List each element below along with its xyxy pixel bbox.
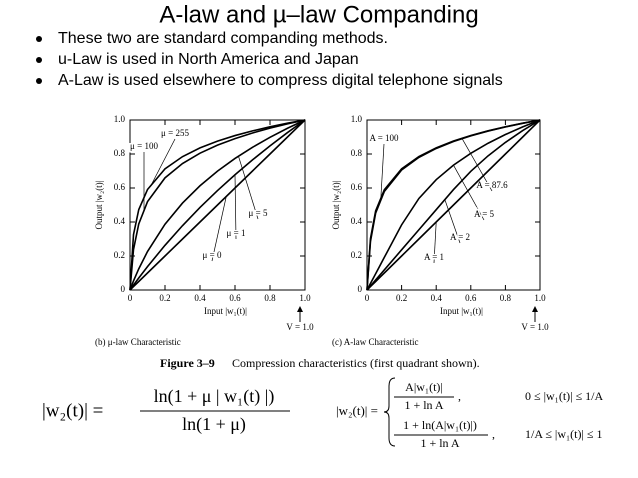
bullet: These two are standard companding method… — [58, 30, 388, 47]
curve — [129, 119, 306, 291]
y-tick-label: 0 — [358, 284, 363, 294]
leader-line — [238, 156, 259, 220]
case-denominator: 1 + ln A — [404, 398, 443, 412]
y-tick-label: 1.0 — [351, 114, 363, 124]
bullet: u-Law is used in North America and Japan — [58, 51, 359, 68]
leader-line — [380, 143, 385, 199]
x-tick-label: 0.4 — [431, 293, 443, 303]
y-tick-label: 0.6 — [114, 182, 126, 192]
figure-caption: Compression characteristics (first quadr… — [232, 356, 480, 370]
x-tick-label: 0.2 — [159, 293, 170, 303]
slide-title: A-law and µ–law Companding — [159, 1, 478, 28]
annotation-arrowhead — [532, 306, 538, 312]
plot-frame — [129, 119, 306, 291]
x-tick-label: 0.2 — [396, 293, 407, 303]
curve-label: A = 100 — [369, 133, 399, 143]
x-tick-label: 0.6 — [229, 293, 241, 303]
y-tick-label: 1.0 — [114, 114, 126, 124]
curve-label: μ = 255 — [161, 128, 189, 138]
case-denominator: 1 + ln A — [420, 436, 459, 450]
case-separator: , — [458, 389, 461, 403]
case-condition: 0 ≤ |w₁(t)| ≤ 1/A — [525, 389, 603, 403]
case-separator: , — [492, 427, 495, 441]
bullet-dot — [36, 36, 42, 42]
chart: 0 0.2 0.4 0.6 0.8 1.0 0 0.2 0.4 0.6 0.8 1.0 Input |w… — [94, 114, 314, 347]
x-tick-label: 0.8 — [264, 293, 276, 303]
curve — [129, 119, 306, 291]
figure-label: Figure 3–9 — [160, 356, 215, 370]
x-tick-label: 0 — [128, 293, 133, 303]
formula-lhs: |w₂(t)| = — [42, 400, 103, 421]
leader-line — [234, 174, 237, 240]
y-tick-label: 0 — [121, 284, 126, 294]
leader-line — [211, 196, 227, 262]
formula-denominator: ln(1 + μ) — [182, 414, 246, 435]
curve — [366, 119, 541, 291]
y-tick-label: 0.8 — [351, 148, 363, 158]
curve-label: μ = 100 — [130, 141, 158, 151]
leader-line — [444, 199, 461, 244]
brace — [383, 377, 396, 447]
case-condition: 1/A ≤ |w₁(t)| ≤ 1 — [525, 427, 603, 441]
y-tick-label: 0.6 — [351, 182, 363, 192]
x-tick-label: 0.6 — [465, 293, 477, 303]
case-numerator: A|w₁(t)| — [405, 380, 443, 394]
formula-lhs: |w₂(t)| = — [336, 403, 378, 418]
x-axis-label: Input |w₁(t)| — [204, 306, 247, 316]
bullet-dot — [36, 57, 42, 63]
curve — [366, 119, 541, 291]
y-tick-label: 0.2 — [114, 250, 125, 260]
case-numerator: 1 + ln(A|w₁(t)|) — [403, 418, 477, 432]
annotation: V = 1.0 — [286, 322, 314, 332]
y-tick-label: 0.2 — [351, 250, 362, 260]
x-tick-label: 0.8 — [500, 293, 512, 303]
curve — [129, 119, 306, 291]
curve-label: μ = 0 — [203, 250, 222, 260]
curve-label: A = 2 — [450, 232, 470, 242]
plot-frame — [366, 119, 541, 291]
y-tick-label: 0.4 — [351, 216, 363, 226]
curve-label: μ = 1 — [227, 228, 246, 238]
curve — [129, 119, 306, 291]
curve-label: A = 5 — [474, 209, 495, 219]
curve-label: A = 87.6 — [476, 180, 508, 190]
y-axis-label: Output |w₂(t)| — [94, 180, 104, 229]
annotation: V = 1.0 — [521, 322, 549, 332]
leader-line — [150, 138, 176, 186]
x-tick-label: 1.0 — [534, 293, 546, 303]
bullet: A-Law is used elsewhere to compress digi… — [58, 72, 503, 89]
y-tick-label: 0.4 — [114, 216, 126, 226]
chart: 0 0.2 0.4 0.6 0.8 1.0 0 0.2 0.4 0.6 0.8 1.0 Input |w… — [331, 114, 549, 347]
leader-line — [433, 221, 437, 264]
leader-line — [453, 164, 485, 221]
x-tick-label: 0 — [365, 293, 370, 303]
curve — [366, 119, 541, 291]
chart-caption: (b) μ-law Characteristic — [95, 337, 181, 347]
curve — [129, 119, 306, 291]
x-tick-label: 1.0 — [299, 293, 311, 303]
y-axis-label: Output |w₂(t)| — [331, 180, 341, 229]
bullet-dot — [36, 78, 42, 84]
x-axis-label: Input |w₁(t)| — [440, 306, 483, 316]
curve-label: μ = 5 — [249, 208, 268, 218]
x-tick-label: 0.4 — [194, 293, 206, 303]
annotation-arrowhead — [297, 306, 303, 312]
curve-label: A = 1 — [424, 252, 444, 262]
y-tick-label: 0.8 — [114, 148, 126, 158]
curve — [366, 119, 541, 291]
chart-caption: (c) A-law Characteristic — [332, 337, 418, 347]
formula-numerator: ln(1 + μ | w₁(t) |) — [154, 386, 275, 407]
